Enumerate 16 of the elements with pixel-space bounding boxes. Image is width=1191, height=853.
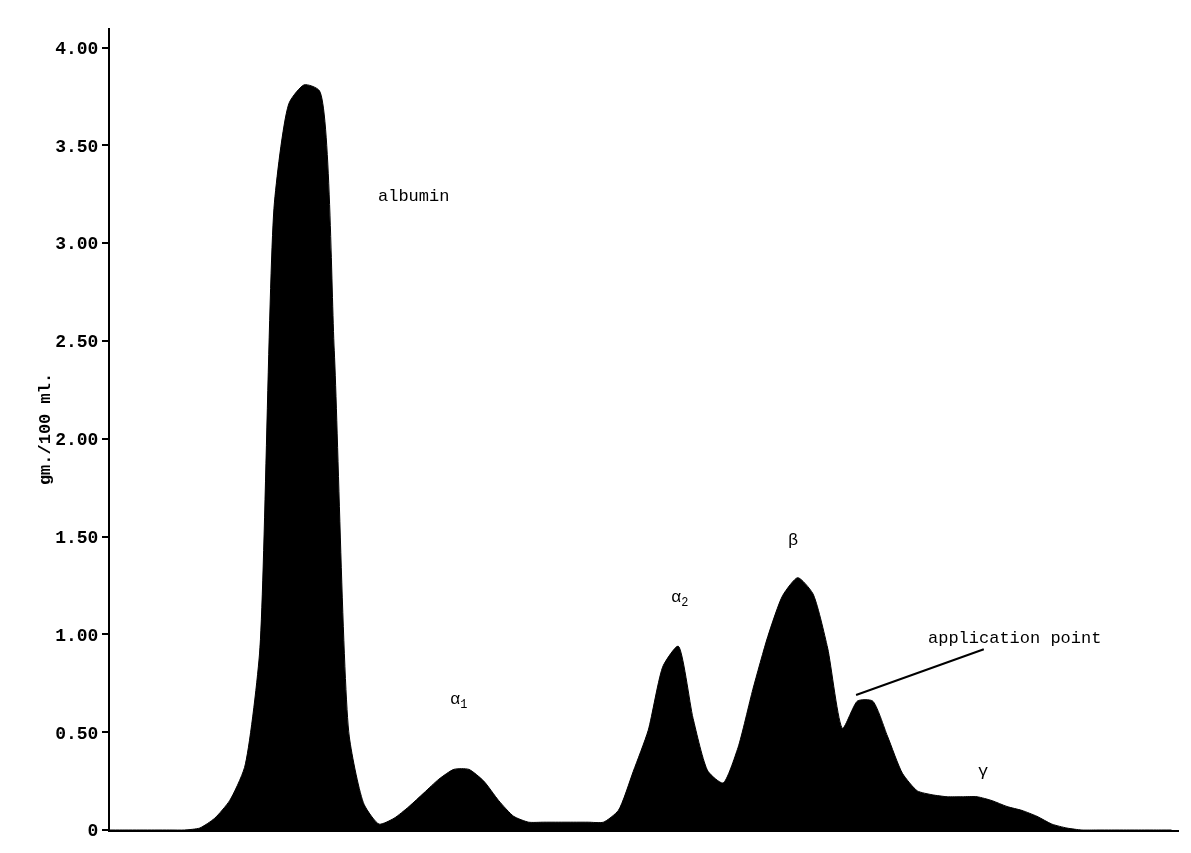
annotation: application point (928, 629, 1102, 648)
y-tick-label: 4.00 (55, 38, 99, 59)
annotation: α$_{1}$ (450, 690, 468, 712)
y-tick-label: 3.00 (55, 234, 99, 255)
annotation: β (788, 531, 799, 550)
y-tick-label: 0.50 (55, 723, 99, 744)
y-axis-title: gm./100 ml. (36, 372, 56, 486)
y-tick-label: 3.50 (55, 136, 99, 157)
y-tick-label: 2.00 (55, 430, 99, 451)
y-tick-label: 1.50 (55, 527, 99, 548)
y-tick-label: 1.00 (55, 625, 99, 646)
annotation: α$_{2}$ (671, 588, 689, 610)
y-tick-label: 0 (87, 821, 99, 842)
annotation: albumin (378, 187, 450, 206)
annotation: γ (978, 762, 989, 781)
y-tick-label: 2.50 (55, 332, 99, 353)
